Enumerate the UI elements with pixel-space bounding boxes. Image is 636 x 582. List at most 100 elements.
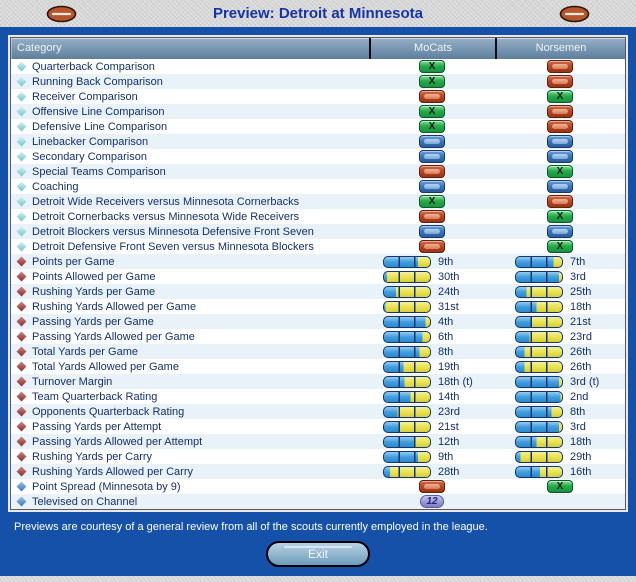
cell-mocats: 8th [369, 345, 495, 358]
row-label: Offensive Line Comparison [32, 105, 165, 118]
indicator-shine [424, 183, 440, 189]
row-label: Quarterback Comparison [32, 60, 155, 73]
cell-norsemen: 3rd [495, 270, 625, 283]
maroon-diamond-icon [16, 421, 27, 432]
row-label: Points Allowed per Game [32, 270, 156, 283]
rank-bar [515, 270, 563, 283]
cell-mocats: 31st [369, 300, 495, 313]
maroon-diamond-icon [16, 301, 27, 312]
row-label: Televised on Channel [32, 495, 138, 508]
disadvantage-indicator [419, 165, 445, 178]
category-cell: Team Quarterback Rating [11, 391, 369, 403]
rank-bar [515, 465, 563, 478]
rank-label: 9th [438, 255, 454, 268]
teal-diamond-icon [16, 211, 27, 222]
table-row: Total Yards per Game 8th 26th [11, 344, 625, 359]
row-label: Points per Game [32, 255, 115, 268]
rank-bar [515, 375, 563, 388]
row-label: Running Back Comparison [32, 75, 163, 88]
cell-norsemen: X [495, 90, 625, 103]
indicator-shine [552, 78, 568, 84]
disadvantage-indicator [419, 240, 445, 253]
rank-label: 3rd [570, 270, 586, 283]
exit-button[interactable]: Exit [266, 541, 370, 567]
table-row: Coaching [11, 179, 625, 194]
category-cell: Points Allowed per Game [11, 271, 369, 283]
cell-mocats: 9th [369, 255, 495, 268]
cell-mocats: 19th [369, 360, 495, 373]
category-cell: Rushing Yards per Carry [11, 451, 369, 463]
disadvantage-indicator [547, 195, 573, 208]
rank-label: 19th [438, 360, 460, 373]
maroon-diamond-icon [16, 286, 27, 297]
rank-bar [383, 345, 431, 358]
category-cell: Passing Yards Allowed per Game [11, 331, 369, 343]
rank-label: 21st [438, 420, 459, 433]
table-body: Quarterback Comparison X Running Back Comp… [11, 59, 625, 509]
table-row: Detroit Wide Receivers versus Minnesota … [11, 194, 625, 209]
football-icon [46, 5, 77, 23]
rank-bar [515, 405, 563, 418]
category-cell: Receiver Comparison [11, 91, 369, 103]
rank-bar [383, 435, 431, 448]
row-label: Rushing Yards per Game [32, 285, 156, 298]
rank-bar [515, 330, 563, 343]
category-cell: Detroit Cornerbacks versus Minnesota Wid… [11, 211, 369, 223]
rank-bar [515, 450, 563, 463]
table-row: Point Spread (Minnesota by 9) X [11, 479, 625, 494]
cell-norsemen: X [495, 480, 625, 493]
indicator-shine [552, 153, 568, 159]
cell-mocats [369, 210, 495, 223]
rank-bar [383, 360, 431, 373]
even-indicator [547, 180, 573, 193]
cell-norsemen: 2nd [495, 390, 625, 403]
cell-mocats: 6th [369, 330, 495, 343]
category-cell: Rushing Yards Allowed per Game [11, 301, 369, 313]
category-cell: Linebacker Comparison [11, 136, 369, 148]
cell-mocats: 9th [369, 450, 495, 463]
rank-bar [383, 450, 431, 463]
header-team-norsemen: Norsemen [495, 38, 625, 59]
table-header-row: Category MoCats Norsemen [11, 38, 625, 59]
indicator-shine [552, 228, 568, 234]
teal-diamond-icon [16, 196, 27, 207]
cell-norsemen: 26th [495, 360, 625, 373]
table-row: Offensive Line Comparison X [11, 104, 625, 119]
advantage-indicator: X [547, 165, 573, 178]
row-label: Total Yards per Game [32, 345, 138, 358]
rank-label: 30th [438, 270, 460, 283]
row-label: Detroit Defensive Front Seven versus Min… [32, 240, 314, 253]
table-row: Rushing Yards Allowed per Carry 28th 16th [11, 464, 625, 479]
teal-diamond-icon [16, 241, 27, 252]
preview-table: Category MoCats Norsemen Quarterback Com… [8, 35, 628, 512]
rank-label: 7th [570, 255, 586, 268]
category-cell: Detroit Wide Receivers versus Minnesota … [11, 196, 369, 208]
cell-mocats: 12 [369, 495, 495, 508]
table-row: Passing Yards per Game 4th 21st [11, 314, 625, 329]
category-cell: Secondary Comparison [11, 151, 369, 163]
category-cell: Televised on Channel [11, 496, 369, 508]
category-cell: Total Yards Allowed per Game [11, 361, 369, 373]
rank-label: 21st [570, 315, 591, 328]
advantage-indicator: X [547, 480, 573, 493]
cell-norsemen: 3rd (t) [495, 375, 625, 388]
cell-mocats [369, 240, 495, 253]
rank-label: 26th [570, 345, 592, 358]
disadvantage-indicator [419, 210, 445, 223]
rank-label: 6th [438, 330, 454, 343]
rank-bar [383, 465, 431, 478]
cell-mocats [369, 135, 495, 148]
rank-label: 12th [438, 435, 460, 448]
row-label: Rushing Yards Allowed per Game [32, 300, 197, 313]
advantage-indicator: X [419, 60, 445, 73]
rank-bar [515, 300, 563, 313]
category-cell: Running Back Comparison [11, 76, 369, 88]
teal-diamond-icon [16, 166, 27, 177]
rank-bar [383, 330, 431, 343]
cell-mocats: 30th [369, 270, 495, 283]
table-row: Turnover Margin 18th (t) 3rd (t) [11, 374, 625, 389]
row-label: Total Yards Allowed per Game [32, 360, 179, 373]
cell-mocats: 24th [369, 285, 495, 298]
table-row: Opponents Quarterback Rating 23rd 8th [11, 404, 625, 419]
rank-bar [383, 300, 431, 313]
